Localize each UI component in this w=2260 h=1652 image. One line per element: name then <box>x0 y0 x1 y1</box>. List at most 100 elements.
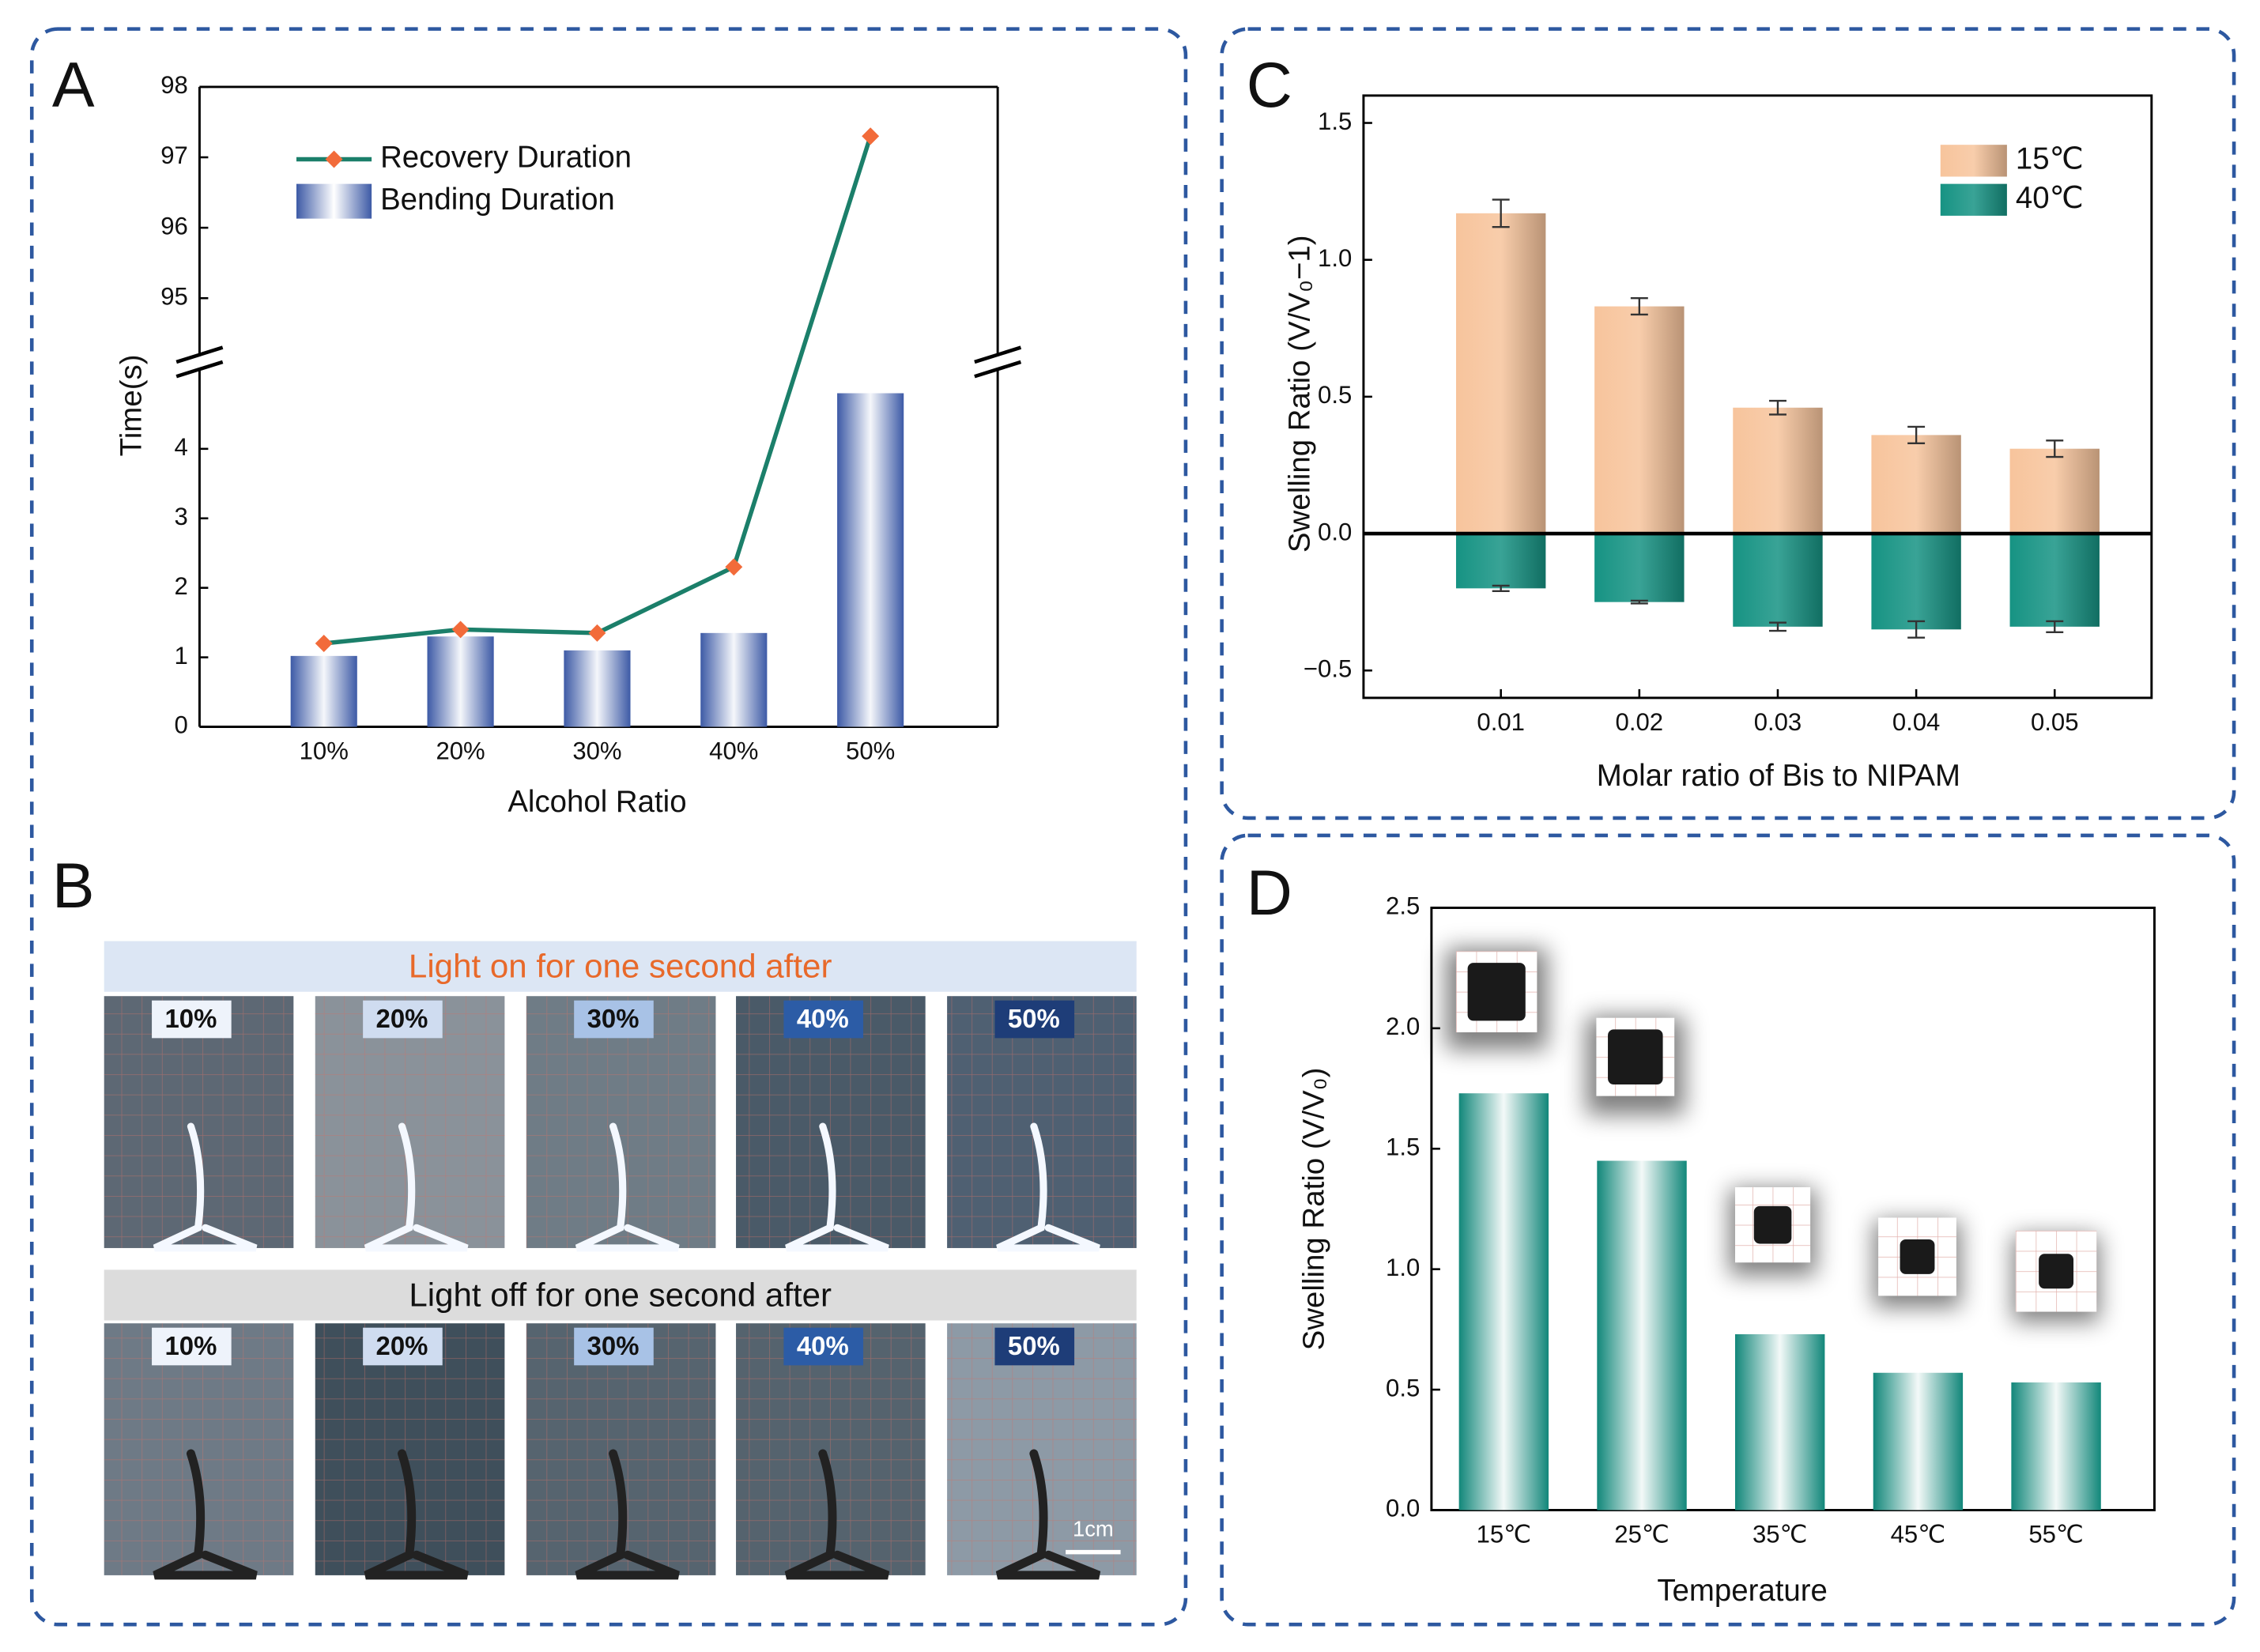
x-tick-label: 45℃ <box>1891 1521 1945 1548</box>
panel-border <box>1220 833 2236 1627</box>
label-text: 30% <box>587 1331 640 1360</box>
axis-break <box>974 345 1022 364</box>
bar <box>1455 213 1546 534</box>
scale-bar-label: 1cm <box>1073 1516 1114 1541</box>
bar <box>564 650 631 727</box>
label-tag <box>783 1000 864 1039</box>
marker <box>588 624 606 642</box>
legend-swatch <box>296 183 372 219</box>
bar <box>1873 1372 1964 1511</box>
marker <box>862 127 880 145</box>
gel <box>2039 1254 2074 1289</box>
sample <box>1873 1217 1961 1308</box>
panel-letter: B <box>52 851 95 922</box>
axis-break <box>175 345 224 364</box>
row-title: Light off for one second after <box>409 1276 832 1313</box>
x-tick-label: 0.02 <box>1616 708 1664 736</box>
label-tag <box>363 1327 443 1366</box>
legend-label: 40℃ <box>2016 181 2084 215</box>
legend-label: 15℃ <box>2016 141 2084 175</box>
label-tag <box>574 1000 654 1039</box>
strip <box>995 1449 1101 1580</box>
legend-swatch <box>1940 183 2007 216</box>
strip <box>153 1449 258 1580</box>
strip <box>364 1122 469 1252</box>
label-tag <box>783 1327 864 1366</box>
label-tag <box>994 1000 1075 1039</box>
x-tick-label: 10% <box>300 737 349 765</box>
bar <box>1597 1160 1687 1511</box>
bar <box>2009 448 2100 534</box>
sample <box>1446 948 1548 1050</box>
strip <box>575 1449 680 1580</box>
bar <box>1735 1333 1825 1511</box>
gel <box>1753 1205 1792 1244</box>
x-tick-label: 0.04 <box>1892 708 1941 736</box>
y-tick-label: 1.5 <box>1318 107 1352 135</box>
strip <box>153 1122 258 1252</box>
strip <box>575 1122 680 1252</box>
y-tick-label: 2 <box>174 572 187 600</box>
label-text: 20% <box>376 1004 428 1033</box>
x-tick-label: 55℃ <box>2028 1521 2083 1548</box>
x-tick-label: 0.01 <box>1477 708 1525 736</box>
strip <box>364 1449 469 1580</box>
x-axis-label: Temperature <box>1657 1574 1828 1608</box>
label-tag <box>152 1000 232 1039</box>
x-tick-label: 20% <box>436 737 485 765</box>
x-axis-label: Molar ratio of Bis to NIPAM <box>1597 759 1960 793</box>
axis-break <box>175 360 224 379</box>
gel <box>1467 963 1526 1021</box>
y-tick-label: 3 <box>174 503 187 530</box>
y-tick-label: 0.0 <box>1386 1495 1420 1522</box>
sample <box>1586 1016 1685 1115</box>
x-tick-label: 50% <box>846 737 895 765</box>
legend-label: Bending Duration <box>380 183 615 217</box>
x-tick-label: 30% <box>572 737 621 765</box>
bar <box>837 393 904 727</box>
bar <box>1455 534 1546 589</box>
sample <box>1729 1187 1817 1276</box>
strip <box>996 1122 1100 1252</box>
panel-letter: A <box>52 50 95 121</box>
panel-letter: D <box>1247 858 1292 929</box>
y-tick-label: 1.0 <box>1318 244 1352 272</box>
legend-marker <box>325 150 343 168</box>
y-tick-label: 98 <box>160 71 188 99</box>
y-tick-label: 2.5 <box>1386 892 1420 920</box>
sample-photos <box>1446 948 2100 1322</box>
gel <box>1608 1029 1663 1084</box>
y-tick-label: 96 <box>160 212 188 240</box>
y-tick-label: 1.0 <box>1386 1254 1420 1281</box>
bar <box>2011 1382 2101 1511</box>
row-title: Light on for one second after <box>409 948 832 985</box>
x-axis-label: Alcohol Ratio <box>507 785 686 819</box>
legend-swatch <box>1940 145 2007 177</box>
label-tag <box>574 1327 654 1366</box>
bar <box>1594 534 1685 602</box>
y-tick-label: 95 <box>160 282 188 310</box>
legend-label: Recovery Duration <box>380 141 632 175</box>
y-axis-label: Time(s) <box>114 354 148 456</box>
bar <box>427 636 494 727</box>
gel <box>1900 1239 1935 1274</box>
label-text: 10% <box>165 1004 217 1033</box>
y-tick-label: 0 <box>174 711 187 739</box>
marker <box>725 558 743 576</box>
y-tick-label: −0.5 <box>1304 654 1352 682</box>
bar <box>1871 534 1961 630</box>
x-tick-label: 35℃ <box>1753 1521 1807 1548</box>
y-axis-label: Swelling Ratio (V/V₀−1) <box>1282 235 1316 553</box>
label-text: 20% <box>376 1331 428 1360</box>
row-header <box>104 1269 1137 1321</box>
y-tick-label: 1 <box>174 642 187 669</box>
marker <box>451 620 470 639</box>
y-tick-label: 0.0 <box>1318 518 1352 545</box>
sample <box>2013 1230 2100 1322</box>
label-text: 50% <box>1008 1004 1060 1033</box>
x-tick-label: 0.03 <box>1754 708 1802 736</box>
bar <box>1594 306 1685 534</box>
bar <box>1458 1093 1549 1511</box>
